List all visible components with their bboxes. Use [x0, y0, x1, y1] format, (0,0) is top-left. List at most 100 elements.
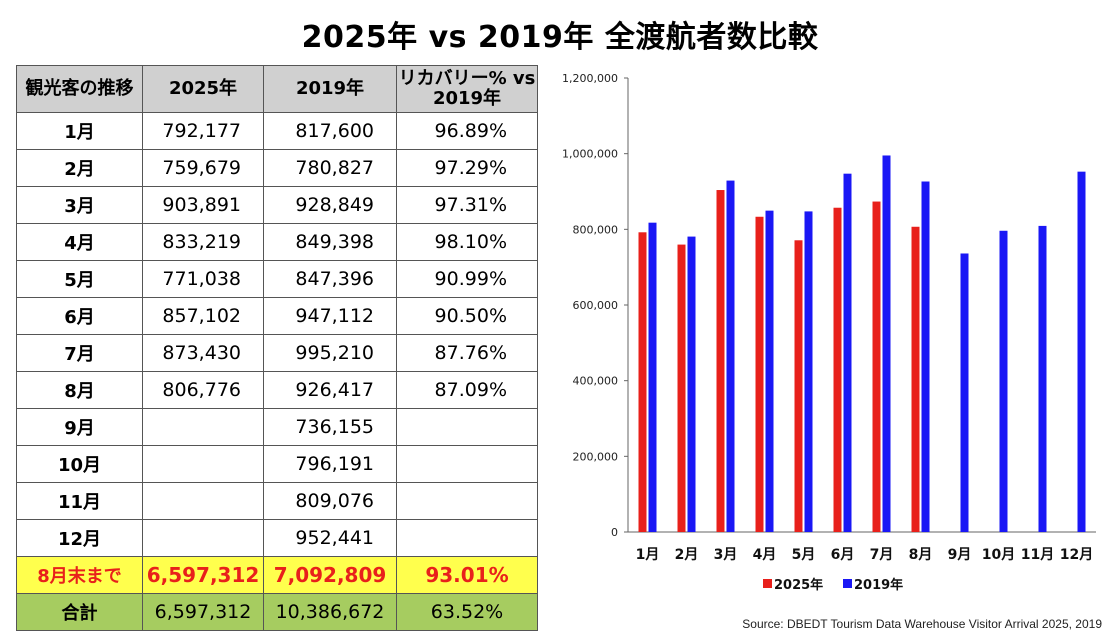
table-row: 2月 759,679 780,827 97.29% [16, 149, 538, 187]
x-tick-label: 8月 [909, 547, 933, 563]
table-row: 9月 736,155 [16, 408, 538, 446]
total-row-2025: 6,597,312 [142, 593, 264, 631]
row-recovery: 90.99% [396, 260, 538, 298]
x-tick-label: 12月 [1060, 547, 1093, 563]
table-row: 11月 809,076 [16, 482, 538, 520]
row-month-label: 10月 [16, 445, 143, 483]
x-tick-label: 2月 [675, 547, 699, 563]
ytd-row: 8月末まで 6,597,312 7,092,809 93.01% [16, 556, 538, 594]
row-value-2019: 796,191 [263, 445, 397, 483]
total-row-recovery: 63.52% [396, 593, 538, 631]
bar-2019 [726, 180, 735, 533]
bar-2019 [882, 155, 891, 532]
row-value-2019: 817,600 [263, 112, 397, 150]
source-note: Source: DBEDT Tourism Data Warehouse Vis… [742, 617, 1102, 631]
table-row: 7月 873,430 995,210 87.76% [16, 334, 538, 372]
x-tick-label: 4月 [753, 547, 777, 563]
row-month-label: 8月 [16, 371, 143, 409]
total-row: 合計 6,597,312 10,386,672 63.52% [16, 593, 538, 631]
row-month-label: 9月 [16, 408, 143, 446]
bar-2025 [794, 240, 803, 532]
table-row: 8月 806,776 926,417 87.09% [16, 371, 538, 409]
row-value-2025 [142, 519, 264, 557]
table-row: 6月 857,102 947,112 90.50% [16, 297, 538, 335]
x-tick-label: 1月 [636, 547, 660, 563]
row-month-label: 5月 [16, 260, 143, 298]
table-row: 4月 833,219 849,398 98.10% [16, 223, 538, 261]
row-recovery [396, 482, 538, 520]
row-value-2025: 903,891 [142, 186, 264, 224]
bar-2019 [1038, 225, 1047, 532]
x-tick-label: 11月 [1021, 547, 1054, 563]
row-month-label: 12月 [16, 519, 143, 557]
header-2025: 2025年 [142, 65, 264, 113]
header-trend: 観光客の推移 [16, 65, 143, 113]
row-value-2019: 780,827 [263, 149, 397, 187]
row-value-2025: 857,102 [142, 297, 264, 335]
bar-2019 [765, 210, 774, 533]
row-month-label: 7月 [16, 334, 143, 372]
row-month-label: 4月 [16, 223, 143, 261]
bar-2019 [843, 173, 852, 532]
bar-2025 [872, 201, 881, 533]
legend-swatch-2019 [843, 579, 852, 588]
bar-2025 [755, 216, 764, 532]
row-value-2025: 771,038 [142, 260, 264, 298]
row-recovery: 87.09% [396, 371, 538, 409]
row-recovery [396, 445, 538, 483]
table-body: 1月 792,177 817,600 96.89% 2月 759,679 780,827 97… [16, 112, 538, 631]
row-recovery: 87.76% [396, 334, 538, 372]
row-value-2025: 873,430 [142, 334, 264, 372]
y-tick-label: 800,000 [573, 223, 619, 236]
visitor-table: 観光客の推移 2025年 2019年 リカバリー% vs 2019年 1月 792… [16, 65, 538, 631]
y-tick-label: 1,200,000 [562, 72, 618, 85]
bar-2019 [921, 181, 930, 533]
row-value-2025: 792,177 [142, 112, 264, 150]
table-row: 12月 952,441 [16, 519, 538, 557]
row-value-2025 [142, 482, 264, 520]
bar-2019 [1077, 171, 1086, 532]
x-tick-label: 7月 [870, 547, 894, 563]
x-tick-label: 5月 [792, 547, 816, 563]
ytd-row-recovery: 93.01% [396, 556, 538, 594]
total-row-2019: 10,386,672 [263, 593, 397, 631]
page-title: 2025年 vs 2019年 全渡航者数比較 [301, 20, 819, 55]
row-value-2025: 833,219 [142, 223, 264, 261]
row-value-2019: 952,441 [263, 519, 397, 557]
bar-chart: 0 200,000 400,000 600,000 800,000 1,000,000 1,… [562, 72, 1096, 593]
bar-2019 [999, 230, 1008, 532]
header-2019: 2019年 [263, 65, 397, 113]
row-value-2019: 849,398 [263, 223, 397, 261]
row-value-2019: 847,396 [263, 260, 397, 298]
y-tick-label: 1,000,000 [562, 148, 618, 161]
header-recovery: リカバリー% vs 2019年 [396, 65, 538, 113]
bar-2019 [960, 253, 969, 532]
row-recovery: 97.31% [396, 186, 538, 224]
table-row: 5月 771,038 847,396 90.99% [16, 260, 538, 298]
bar-2025 [638, 232, 647, 532]
bar-2019 [687, 236, 696, 533]
table-row: 3月 903,891 928,849 97.31% [16, 186, 538, 224]
table-row: 1月 792,177 817,600 96.89% [16, 112, 538, 150]
row-value-2025: 759,679 [142, 149, 264, 187]
row-month-label: 11月 [16, 482, 143, 520]
row-month-label: 3月 [16, 186, 143, 224]
row-recovery [396, 519, 538, 557]
bar-2025 [677, 244, 686, 532]
ytd-row-label: 8月末まで [16, 556, 143, 594]
table-header-row: 観光客の推移 2025年 2019年 リカバリー% vs 2019年 [16, 65, 538, 113]
row-value-2025 [142, 445, 264, 483]
y-tick-label: 600,000 [573, 299, 619, 312]
ytd-row-2019: 7,092,809 [263, 556, 397, 594]
row-value-2019: 809,076 [263, 482, 397, 520]
y-tick-label: 200,000 [573, 450, 619, 463]
row-month-label: 1月 [16, 112, 143, 150]
row-value-2019: 926,417 [263, 371, 397, 409]
bar-2025 [833, 207, 842, 532]
row-month-label: 6月 [16, 297, 143, 335]
y-tick-label: 400,000 [573, 375, 619, 388]
ytd-row-2025: 6,597,312 [142, 556, 264, 594]
total-row-label: 合計 [16, 593, 143, 631]
row-value-2025 [142, 408, 264, 446]
row-value-2025: 806,776 [142, 371, 264, 409]
